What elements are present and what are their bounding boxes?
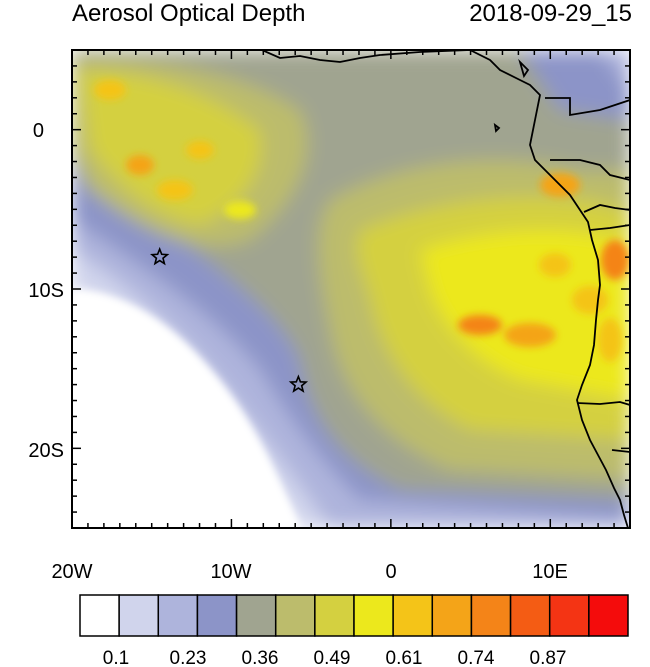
map-title: Aerosol Optical Depth [72,0,306,27]
colorbar-swatch [470,594,512,637]
colorbar [79,594,629,637]
colorbar-swatch [431,594,473,637]
colorbar-swatch [392,594,434,637]
colorbar-swatch [274,594,316,637]
coastline [261,50,630,528]
x-tick-label: 20W [51,561,92,583]
colorbar-swatch [353,594,394,637]
colorbar-swatch [588,594,629,637]
marker-layer [150,246,309,393]
x-tick-label: 10W [210,561,251,583]
colorbar-labels: 0.1 0.23 0.36 0.49 0.61 0.74 0.87 [103,648,567,667]
colorbar-label: 0.49 [314,648,351,667]
colorbar-label: 0.1 [103,648,129,667]
colorbar-swatch [548,594,590,637]
colorbar-label: 0.61 [386,648,423,667]
colorbar-label: 0.74 [458,648,495,667]
colorbar-swatch [314,594,355,637]
map-timestamp: 2018-09-29_15 [469,0,632,27]
axis-ticks [71,49,631,529]
colorbar-swatch [196,594,238,637]
colorbar-swatch [79,594,120,637]
y-tick-label: 10S [28,280,64,302]
colorbar-label: 0.23 [170,648,207,667]
x-tick-label: 0 [385,561,396,583]
colorbar-swatch [235,594,277,637]
y-tick-label: 0 [33,120,44,142]
colorbar-label: 0.36 [242,648,279,667]
colorbar-swatch [509,594,551,637]
star-marker [150,246,170,266]
colorbar-swatch [157,594,199,637]
star-marker [288,374,309,393]
x-tick-label: 10E [532,561,568,583]
y-tick-label: 20S [28,440,64,462]
aod-field [72,50,630,528]
colorbar-swatch [118,594,160,637]
colorbar-label: 0.87 [530,648,567,667]
